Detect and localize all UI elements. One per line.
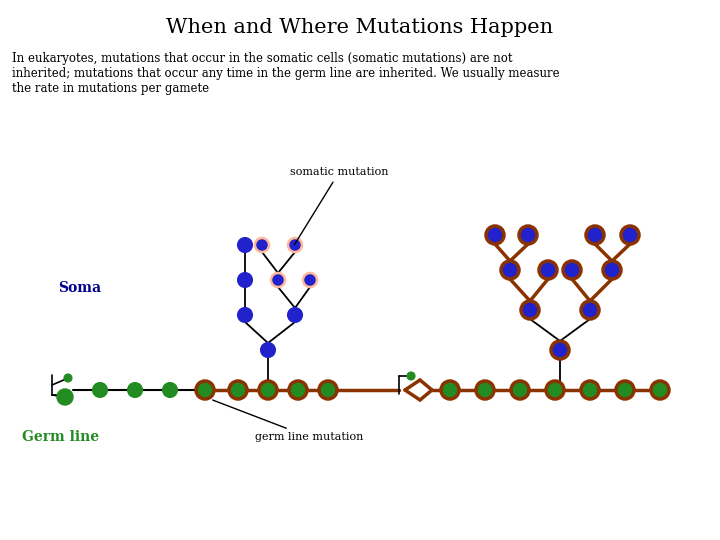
Circle shape xyxy=(57,389,73,405)
Circle shape xyxy=(511,381,529,399)
Circle shape xyxy=(163,383,177,397)
Circle shape xyxy=(551,341,569,359)
Circle shape xyxy=(651,381,669,399)
Circle shape xyxy=(288,238,302,252)
Circle shape xyxy=(616,381,634,399)
Circle shape xyxy=(271,273,285,287)
Text: In eukaryotes, mutations that occur in the somatic cells (somatic mutations) are: In eukaryotes, mutations that occur in t… xyxy=(12,52,559,95)
Circle shape xyxy=(476,381,494,399)
Circle shape xyxy=(238,308,252,322)
Text: Germ line: Germ line xyxy=(22,430,99,444)
Circle shape xyxy=(238,238,252,252)
Circle shape xyxy=(259,381,277,399)
Circle shape xyxy=(539,261,557,279)
Circle shape xyxy=(581,301,599,319)
Circle shape xyxy=(288,308,302,322)
Circle shape xyxy=(407,372,415,380)
Circle shape xyxy=(519,226,537,244)
Circle shape xyxy=(238,273,252,287)
Circle shape xyxy=(603,261,621,279)
Circle shape xyxy=(255,238,269,252)
Circle shape xyxy=(198,383,212,397)
Circle shape xyxy=(546,381,564,399)
Circle shape xyxy=(261,343,275,357)
Circle shape xyxy=(93,383,107,397)
Circle shape xyxy=(196,381,214,399)
Text: germ line mutation: germ line mutation xyxy=(212,400,364,442)
Text: somatic mutation: somatic mutation xyxy=(290,167,389,245)
Circle shape xyxy=(64,374,72,382)
Circle shape xyxy=(581,381,599,399)
Circle shape xyxy=(303,273,317,287)
Circle shape xyxy=(128,383,142,397)
Circle shape xyxy=(319,381,337,399)
Circle shape xyxy=(563,261,581,279)
Circle shape xyxy=(486,226,504,244)
Circle shape xyxy=(229,381,247,399)
Circle shape xyxy=(501,261,519,279)
Text: Soma: Soma xyxy=(58,281,101,295)
Circle shape xyxy=(289,381,307,399)
Circle shape xyxy=(621,226,639,244)
Circle shape xyxy=(521,301,539,319)
Text: When and Where Mutations Happen: When and Where Mutations Happen xyxy=(166,18,554,37)
Circle shape xyxy=(586,226,604,244)
Circle shape xyxy=(441,381,459,399)
